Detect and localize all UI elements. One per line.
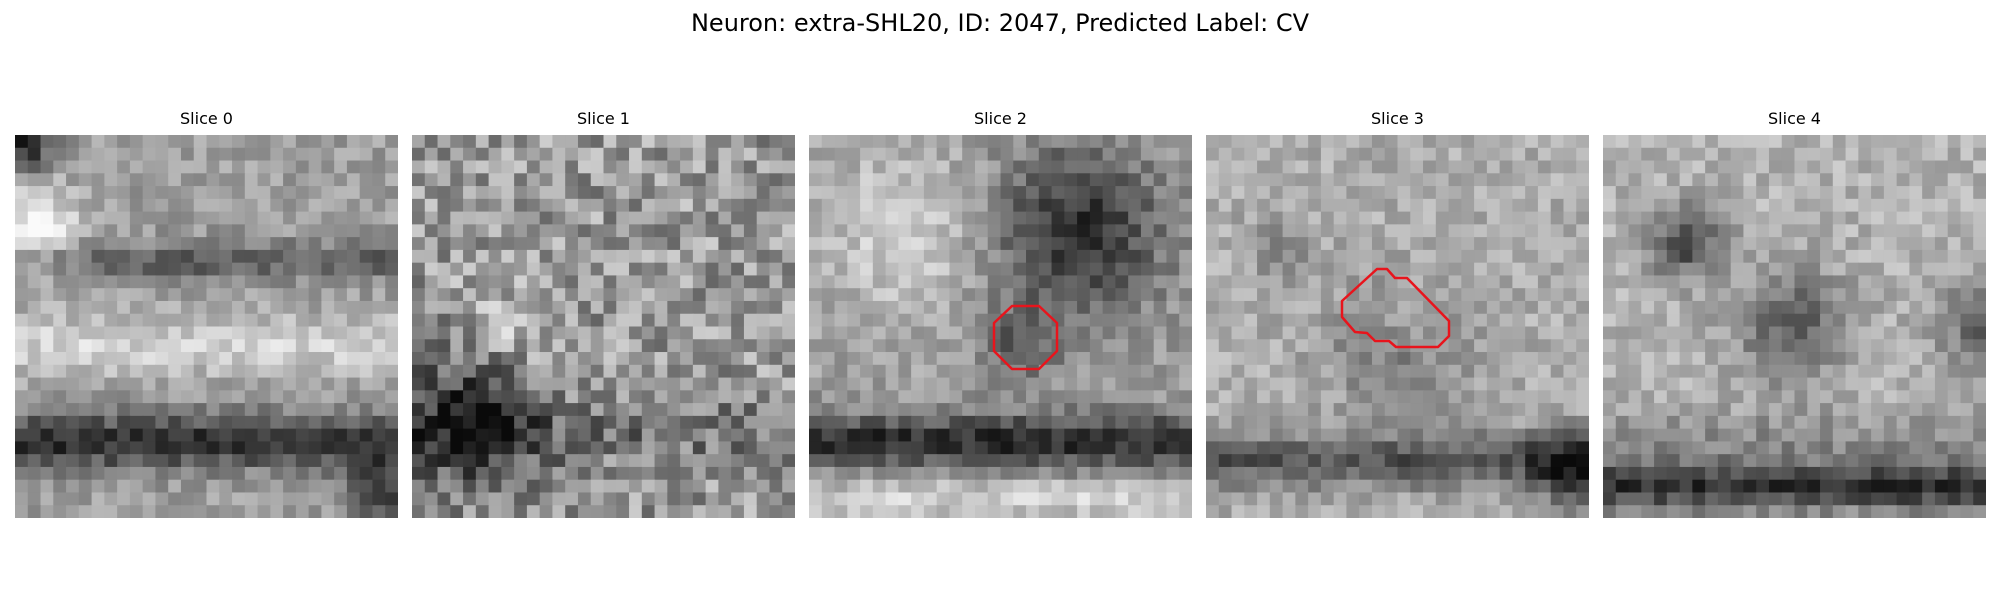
slice-title: Slice 3 <box>1371 109 1424 128</box>
slice-image-3 <box>1206 135 1589 518</box>
slice-panel-0: Slice 0 <box>15 108 398 518</box>
slice-title: Slice 4 <box>1768 109 1821 128</box>
slice-image-1 <box>412 135 795 518</box>
slice-panel-1: Slice 1 <box>412 108 795 518</box>
segmentation-contour <box>992 304 1059 371</box>
slice-image-0 <box>15 135 398 518</box>
slice-image-4 <box>1603 135 1986 518</box>
slice-image-2 <box>809 135 1192 518</box>
slice-title: Slice 0 <box>180 109 233 128</box>
slice-panel-4: Slice 4 <box>1603 108 1986 518</box>
segmentation-contour <box>1340 267 1451 349</box>
slice-panel-2: Slice 2 <box>809 108 1192 518</box>
slice-title: Slice 1 <box>577 109 630 128</box>
slice-title: Slice 2 <box>974 109 1027 128</box>
slice-panel-3: Slice 3 <box>1206 108 1589 518</box>
figure-title: Neuron: extra-SHL20, ID: 2047, Predicted… <box>690 9 1310 37</box>
